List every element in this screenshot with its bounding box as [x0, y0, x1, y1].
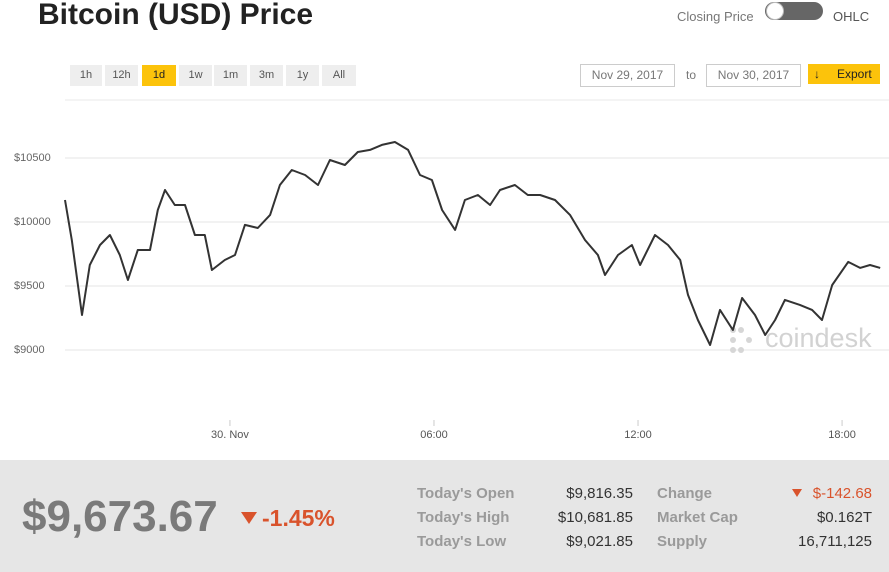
y-tick-label: $10000: [14, 216, 51, 228]
range-button[interactable]: 1d: [142, 65, 176, 86]
range-button[interactable]: All: [322, 65, 356, 86]
toggle-label: Closing Price: [677, 9, 754, 24]
stat-value: $0.162T: [816, 509, 872, 526]
y-tick-label: $10500: [14, 152, 51, 164]
down-arrow: [241, 512, 257, 524]
down-arrow: [792, 489, 802, 497]
stat-value: $-142.68: [812, 485, 872, 502]
stat-value: $9,021.85: [566, 533, 633, 550]
watermark-text: coindesk: [765, 323, 872, 353]
range-button[interactable]: 12h: [105, 65, 138, 86]
stat-label: Supply: [657, 533, 708, 550]
title: Bitcoin (USD) Price: [38, 0, 314, 31]
range-button[interactable]: 1m: [214, 65, 247, 86]
chart: 18:00 12:00 06:00 30. Nov $10500 $10000 $9500 $…: [14, 99, 889, 441]
change-pct: -1.45%: [262, 505, 335, 531]
stat-value: $10,681.85: [557, 509, 633, 526]
toggle[interactable]: [765, 2, 823, 20]
x-tick-label: 12:00: [624, 429, 652, 441]
stat-label: Today's Open: [417, 485, 515, 502]
price: $9,673.67: [22, 492, 218, 541]
toggle-label: OHLC: [833, 9, 870, 24]
export-label: Export: [837, 67, 872, 81]
range-button[interactable]: 1y: [286, 65, 319, 86]
x-tick-label: 18:00: [828, 429, 856, 441]
stat-label: Change: [657, 485, 713, 502]
stat-value: 16,711,125: [798, 533, 872, 550]
summary-panel: $9,673.67 -1.45% Today's Open $9,816.35 Ch…: [0, 460, 889, 572]
x-tick-label: 30. Nov: [211, 429, 249, 441]
stat-label: Today's Low: [417, 533, 507, 550]
export-button[interactable]: ↓ Export: [808, 64, 880, 84]
range-button[interactable]: 3m: [250, 65, 283, 86]
stat-value: $9,816.35: [566, 485, 633, 502]
x-tick-label: 06:00: [420, 429, 448, 441]
stat-label: Today's High: [417, 509, 510, 526]
date-to[interactable]: Nov 30, 2017: [706, 64, 801, 87]
range-button[interactable]: 1h: [70, 65, 102, 86]
date-from[interactable]: Nov 29, 2017: [580, 64, 675, 87]
price-line: [64, 141, 881, 346]
range-button[interactable]: 1w: [179, 65, 212, 86]
y-tick-label: $9500: [14, 280, 45, 292]
stat-label: Market Cap: [657, 509, 738, 526]
date-separator: to: [686, 68, 697, 82]
y-tick-label: $9000: [14, 344, 45, 356]
